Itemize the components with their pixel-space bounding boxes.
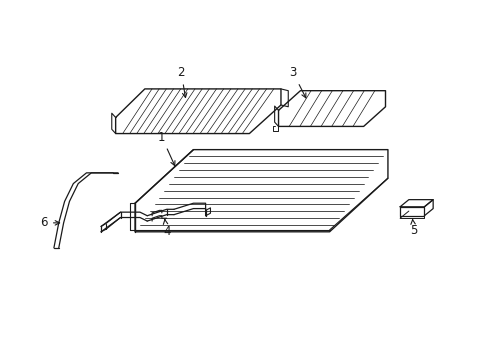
Text: 1: 1: [158, 131, 175, 166]
Text: 3: 3: [289, 66, 305, 98]
Text: 5: 5: [409, 219, 417, 237]
Text: 2: 2: [177, 66, 186, 98]
Text: 6: 6: [41, 216, 60, 229]
Text: 4: 4: [163, 220, 170, 238]
